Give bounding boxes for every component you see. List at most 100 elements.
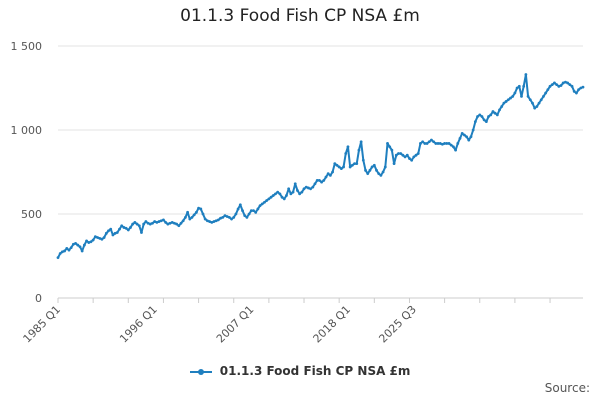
data-point[interactable] — [493, 111, 497, 115]
data-point[interactable] — [548, 84, 552, 88]
data-point[interactable] — [100, 237, 104, 241]
data-point[interactable] — [333, 162, 337, 166]
data-point[interactable] — [350, 163, 354, 167]
data-point[interactable] — [416, 152, 420, 155]
data-point[interactable] — [296, 189, 299, 192]
data-point[interactable] — [326, 172, 330, 176]
data-point[interactable] — [82, 243, 86, 247]
data-point[interactable] — [515, 86, 519, 90]
data-point[interactable] — [399, 152, 403, 155]
data-point[interactable] — [577, 88, 581, 92]
data-point[interactable] — [162, 218, 165, 222]
data-point[interactable] — [151, 221, 154, 225]
data-point[interactable] — [133, 221, 137, 224]
data-point[interactable] — [438, 142, 442, 145]
data-point[interactable] — [249, 209, 253, 213]
data-point[interactable] — [60, 250, 64, 254]
data-point[interactable] — [313, 182, 317, 186]
data-point[interactable] — [260, 202, 264, 206]
data-point[interactable] — [186, 210, 190, 214]
data-point[interactable] — [115, 231, 119, 234]
data-point[interactable] — [513, 91, 517, 95]
data-point[interactable] — [353, 162, 356, 166]
data-point[interactable] — [76, 243, 80, 247]
data-point[interactable] — [315, 179, 319, 182]
data-point[interactable] — [104, 231, 108, 235]
data-point[interactable] — [159, 219, 163, 223]
data-point[interactable] — [460, 131, 464, 135]
data-point[interactable] — [375, 168, 378, 172]
data-point[interactable] — [208, 220, 211, 223]
data-point[interactable] — [96, 236, 99, 239]
data-point[interactable] — [120, 224, 124, 228]
data-point[interactable] — [289, 192, 293, 196]
data-point[interactable] — [537, 101, 541, 105]
data-point[interactable] — [280, 195, 284, 199]
data-point[interactable] — [506, 98, 510, 102]
data-point[interactable] — [263, 200, 266, 204]
data-point[interactable] — [254, 210, 258, 214]
data-point[interactable] — [528, 98, 532, 102]
data-point[interactable] — [397, 152, 400, 155]
data-point[interactable] — [359, 140, 363, 144]
data-point[interactable] — [230, 217, 233, 221]
data-point[interactable] — [69, 246, 73, 250]
data-point[interactable] — [109, 227, 113, 231]
data-point[interactable] — [509, 96, 512, 100]
data-point[interactable] — [311, 185, 315, 189]
data-point[interactable] — [568, 83, 572, 87]
data-point[interactable] — [197, 206, 200, 210]
data-point[interactable] — [546, 88, 550, 92]
data-point[interactable] — [252, 209, 255, 213]
data-point[interactable] — [65, 247, 69, 250]
data-point[interactable] — [302, 187, 306, 191]
data-point[interactable] — [381, 170, 385, 174]
data-point[interactable] — [476, 115, 479, 118]
data-point[interactable] — [430, 138, 433, 142]
data-point[interactable] — [78, 245, 82, 249]
data-point[interactable] — [379, 173, 383, 177]
data-point[interactable] — [227, 215, 231, 219]
data-point[interactable] — [390, 148, 394, 152]
data-point[interactable] — [93, 235, 97, 239]
data-point[interactable] — [63, 249, 66, 253]
data-point[interactable] — [126, 228, 130, 232]
data-point[interactable] — [544, 91, 548, 95]
data-point[interactable] — [212, 220, 216, 223]
data-point[interactable] — [487, 115, 490, 118]
data-point[interactable] — [320, 180, 323, 184]
data-point[interactable] — [173, 221, 176, 225]
data-point[interactable] — [357, 148, 361, 152]
data-point[interactable] — [102, 236, 106, 239]
data-point[interactable] — [471, 128, 475, 132]
data-point[interactable] — [276, 190, 280, 194]
data-point[interactable] — [443, 142, 447, 145]
data-point[interactable] — [581, 85, 585, 89]
data-point[interactable] — [304, 185, 308, 189]
data-point[interactable] — [214, 219, 218, 223]
data-point[interactable] — [203, 217, 207, 221]
data-point[interactable] — [190, 215, 194, 219]
data-point[interactable] — [364, 168, 367, 172]
data-point[interactable] — [144, 220, 148, 223]
data-point[interactable] — [124, 226, 128, 230]
data-point[interactable] — [322, 179, 326, 182]
data-point[interactable] — [401, 153, 405, 157]
data-point[interactable] — [427, 140, 431, 144]
data-point[interactable] — [328, 173, 332, 177]
data-point[interactable] — [425, 142, 429, 145]
data-point[interactable] — [157, 220, 161, 223]
data-point[interactable] — [164, 221, 168, 224]
data-point[interactable] — [526, 95, 530, 98]
data-point[interactable] — [480, 115, 484, 118]
data-point[interactable] — [445, 142, 449, 145]
data-point[interactable] — [394, 153, 398, 157]
data-point[interactable] — [234, 212, 238, 216]
data-point[interactable] — [441, 142, 444, 146]
data-point[interactable] — [372, 163, 376, 167]
data-point[interactable] — [478, 113, 482, 117]
data-point[interactable] — [74, 242, 77, 245]
data-point[interactable] — [56, 256, 60, 260]
data-point[interactable] — [194, 210, 198, 214]
data-point[interactable] — [533, 106, 537, 110]
